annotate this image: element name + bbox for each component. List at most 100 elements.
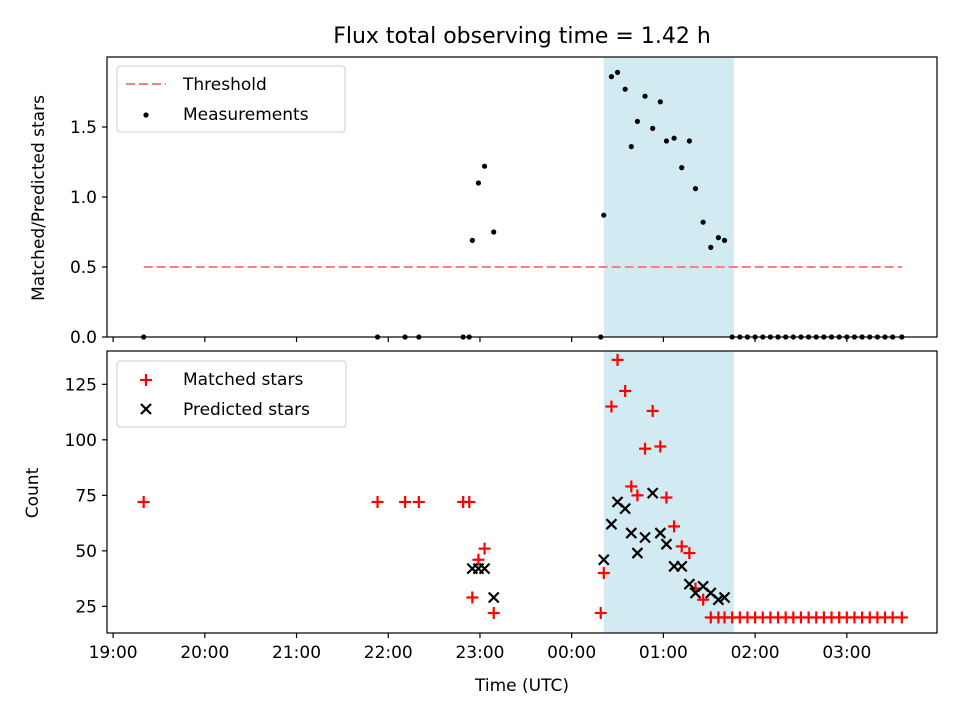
x-tick-label: 22:00 <box>364 643 413 663</box>
matched-star-point <box>605 400 618 413</box>
ratio-legend: Threshold Measurements <box>116 65 346 133</box>
x-tick-label: 03:00 <box>822 643 871 663</box>
measurement-point <box>608 74 615 80</box>
predicted-star-point <box>597 553 610 566</box>
legend-measurements-label: Measurements <box>183 105 309 125</box>
predicted-star-point <box>605 518 618 530</box>
legend-measurements-swatch <box>143 112 149 118</box>
measurement-point <box>634 118 641 124</box>
y-tick-label: 50 <box>75 542 97 562</box>
matched-star-point <box>675 540 688 553</box>
x-tick-label: 19:00 <box>89 643 138 663</box>
ratio-ylabel: Matched/Predicted stars <box>29 95 49 301</box>
legend-matched-swatch <box>140 374 152 386</box>
measurement-point <box>614 69 621 75</box>
matched-star-point <box>399 495 412 508</box>
figure-title: Flux total observing time = 1.42 h <box>333 24 711 49</box>
legend-predicted-swatch <box>140 403 152 415</box>
measurement-point <box>715 235 722 241</box>
count-ylabel: Count <box>23 467 43 518</box>
ratio-legend-box <box>116 65 346 133</box>
x-tick-label: 02:00 <box>731 643 780 663</box>
count-legend: Matched stars Predicted stars <box>116 360 347 428</box>
count-shaded-span <box>603 351 734 633</box>
x-tick-label: 20:00 <box>180 643 229 663</box>
measurement-point <box>657 99 663 105</box>
count-axes-frame <box>106 350 938 634</box>
matched-star-point <box>639 442 652 455</box>
predicted-star-point <box>675 560 688 573</box>
matched-star-point <box>654 440 667 453</box>
y-tick-label: 1.0 <box>70 188 97 208</box>
y-tick-label: 0.5 <box>70 258 97 278</box>
predicted-star-point <box>625 527 638 539</box>
predicted-star-point <box>487 591 500 604</box>
matched-star-point <box>463 495 476 508</box>
matched-star-point <box>625 480 638 493</box>
matched-star-point <box>668 520 681 533</box>
predicted-star-point <box>619 502 631 515</box>
measurement-point <box>601 212 607 218</box>
x-tick-label: 23:00 <box>455 643 504 663</box>
matched-star-point <box>619 384 632 397</box>
matched-star-point <box>137 495 150 508</box>
measurement-point <box>622 86 628 92</box>
y-tick-label: 25 <box>75 597 97 617</box>
matched-star-point <box>597 567 610 580</box>
measurement-point <box>481 163 488 169</box>
x-tick-label: 01:00 <box>639 643 688 663</box>
matched-star-point <box>631 489 644 502</box>
measurement-point <box>700 219 706 225</box>
predicted-star-point <box>718 591 731 604</box>
x-tick-label: 21:00 <box>272 643 321 663</box>
measurement-point <box>469 237 475 243</box>
measurement-point <box>721 237 728 243</box>
predicted-star-point <box>631 547 644 559</box>
measurement-point <box>642 93 648 99</box>
predicted-star-point <box>683 578 696 590</box>
measurement-point <box>663 138 670 144</box>
count-legend-box <box>116 360 347 428</box>
matched-star-point <box>371 495 384 508</box>
measurement-point <box>692 186 699 192</box>
matched-star-point <box>660 491 673 504</box>
predicted-star-point <box>646 487 659 499</box>
y-tick-label: 1.5 <box>70 118 97 138</box>
matched-star-point <box>611 353 624 366</box>
measurement-point <box>628 144 634 150</box>
matched-star-point <box>472 553 485 566</box>
matched-star-point <box>412 495 425 508</box>
ratio-shaded-span <box>603 57 734 337</box>
legend-matched-label: Matched stars <box>183 370 303 390</box>
y-tick-label: 75 <box>75 486 97 506</box>
predicted-star-point <box>478 562 491 575</box>
matched-star-point <box>646 404 659 417</box>
measurement-point <box>650 125 656 131</box>
matched-star-point <box>478 542 491 555</box>
matched-star-point <box>683 547 696 560</box>
count-panel: 25 50 75 100 125 19:00 20:00 21:00 22:00 23:00 00:… <box>23 350 938 696</box>
y-tick-label: 0.0 <box>70 328 97 348</box>
predicted-star-point <box>639 531 651 544</box>
matched-star-point <box>697 593 710 606</box>
measurement-point <box>679 165 685 171</box>
measurement-point <box>671 135 677 141</box>
legend-threshold-label: Threshold <box>182 75 267 95</box>
matched-star-point <box>487 607 500 620</box>
measurement-point <box>475 180 482 186</box>
predicted-star-point <box>660 538 673 550</box>
x-tick-label: 00:00 <box>547 643 596 663</box>
y-tick-label: 100 <box>65 431 97 451</box>
measurement-point <box>686 138 692 144</box>
ratio-panel: 0.0 0.5 1.0 1.5 Matched/Predicted stars Thr… <box>29 56 938 348</box>
y-tick-label: 125 <box>65 375 97 395</box>
matched-star-point <box>466 591 479 604</box>
matched-star-point <box>594 607 607 620</box>
measurement-point <box>491 229 497 235</box>
predicted-star-point <box>654 527 667 539</box>
x-axis-label: Time (UTC) <box>474 676 569 696</box>
predicted-star-point <box>712 593 725 606</box>
matched-star-point <box>895 611 908 624</box>
measurement-point <box>708 244 714 250</box>
